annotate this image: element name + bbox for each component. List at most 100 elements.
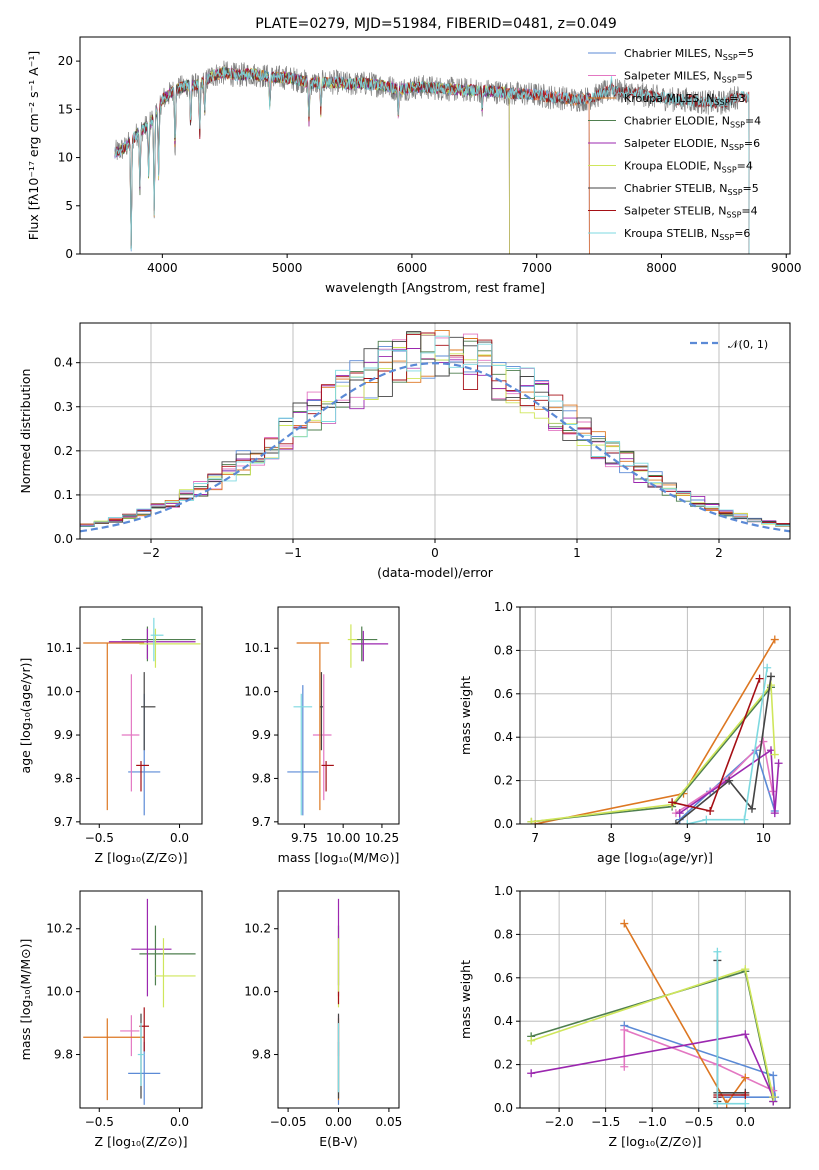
massweight-vs-age-xtick-label-2: 9	[684, 831, 692, 845]
legend-sub-salpeter-miles: SSP	[722, 76, 737, 85]
massweight-vs-Z-series-kroupa-miles-marker-0	[620, 919, 629, 928]
age-vs-mass-box	[277, 606, 400, 825]
normal-legend-label: 𝒩(0, 1)	[728, 338, 768, 351]
legend-entry-chabrier-stelib: Chabrier STELIB, NSSP=5	[624, 182, 759, 197]
age-vs-Z-xlabel: Z [log₁₀(Z/Z⊙)]	[95, 850, 188, 865]
legend-suffix-salpeter-miles: =5	[737, 70, 753, 83]
residuals-ytick-label-2: 0.2	[54, 444, 73, 458]
age-vs-Z-box	[79, 606, 203, 825]
residuals-ytick-label-1: 0.1	[54, 488, 73, 502]
mass-vs-Z-ylabel: mass [log₁₀(M/M⊙)]	[18, 939, 33, 1061]
legend-sub-chabrier-stelib: SSP	[728, 188, 743, 197]
massweight-vs-Z-xlabel: Z [log₁₀(Z/Z⊙)]	[609, 1134, 702, 1149]
massweight-vs-Z-series-kroupa-elodie-marker-2	[769, 1093, 778, 1102]
age-vs-Z-ytick-label-2: 9.9	[54, 728, 73, 742]
massweight-vs-age-series-kroupa-stelib-marker-2	[740, 815, 749, 824]
spectrum-ytick-label-2: 10	[58, 151, 73, 165]
age-vs-mass-frame: 9.75 10.00 10.25 9.7 9.8 9.9 10.0 10.1 mass [log…	[244, 606, 400, 865]
residuals-xtick-label-3: 1	[573, 546, 581, 560]
massweight-vs-age-series-chabrier-stelib-marker-0	[671, 820, 680, 824]
massweight-vs-Z-lines	[527, 919, 780, 1108]
spectrum-ytick-label-3: 15	[58, 102, 73, 116]
massweight-vs-age-series-chabrier-miles	[679, 748, 776, 821]
massweight-vs-age-xlabel: age [log₁₀(age/yr)]	[597, 850, 713, 865]
legend-suffix-kroupa-elodie: =4	[737, 160, 753, 173]
spectrum-xtick-label-0: 4000	[147, 261, 178, 275]
massweight-vs-age-ytick-label-5: 1.0	[494, 600, 513, 614]
massweight-vs-Z-series-kroupa-miles-marker-2	[741, 1073, 750, 1082]
massweight-vs-Z-series-kroupa-stelib-marker-1	[713, 1099, 722, 1108]
massweight-vs-age-series-salpeter-elodie	[679, 748, 780, 814]
legend-sub-chabrier-miles: SSP	[723, 53, 738, 62]
age-vs-Z-ytick-label-1: 9.8	[54, 771, 73, 785]
spectrum-model-kroupa-stelib	[114, 67, 750, 254]
mass-vs-ebv-ytick-label-1: 10.0	[244, 985, 271, 999]
massweight-vs-age-xtick-label-0: 7	[531, 831, 539, 845]
massweight-vs-age-frame: 7 8 9 10 0.0 0.2 0.4 0.6 0.8 1.0 age [log₁₀(age/yr…	[458, 600, 791, 865]
mass-vs-ebv-ytick-label-0: 9.8	[252, 1048, 271, 1062]
legend-sub-kroupa-stelib: SSP	[719, 233, 734, 242]
spectrum-ytick-label-1: 5	[65, 199, 73, 213]
mass-vs-ebv-xtick-label-2: 0.05	[376, 1115, 403, 1129]
residuals-frame: −2 −1 0 1 2 0.0 0.1 0.2 0.3 0.4 (data-model)/error…	[18, 322, 791, 580]
massweight-vs-Z-series-kroupa-miles	[623, 923, 746, 1106]
spectrum-xtick-label-5: 9000	[771, 261, 802, 275]
spectrum-xtick-label-1: 5000	[272, 261, 303, 275]
massweight-vs-age-series-salpeter-elodie-marker-0	[675, 809, 684, 818]
massweight-vs-age-xtick-label-3: 10	[756, 831, 771, 845]
legend-suffix-salpeter-stelib: =4	[741, 205, 757, 218]
massweight-vs-age-ytick-label-3: 0.6	[494, 687, 513, 701]
residuals-xtick-label-4: 2	[715, 546, 723, 560]
spectrum-ytick-label-0: 0	[65, 247, 73, 261]
massweight-vs-Z-series-chabrier-miles	[624, 1024, 776, 1098]
massweight-vs-age-series-kroupa-miles	[535, 639, 776, 824]
residuals-ytick-label-3: 0.3	[54, 400, 73, 414]
normal-curve	[80, 361, 790, 533]
legend-sub-salpeter-stelib: SSP	[726, 211, 741, 220]
mass-vs-Z-errorbars	[83, 898, 196, 1105]
massweight-vs-Z-xtick-label-3: −0.5	[684, 1115, 713, 1129]
massweight-vs-Z-series-salpeter-miles-marker-1	[620, 1025, 629, 1034]
legend-entry-salpeter-stelib: Salpeter STELIB, NSSP=4	[624, 205, 758, 220]
age-vs-mass-ytick-label-4: 10.1	[244, 641, 271, 655]
mass-vs-Z-xlabel: Z [log₁₀(Z/Z⊙)]	[95, 1134, 188, 1149]
massweight-vs-age-series-kroupa-elodie-marker-3	[770, 750, 779, 759]
massweight-vs-Z-ylabel: mass weight	[458, 960, 473, 1039]
residuals-xtick-label-0: −2	[142, 546, 160, 560]
legend-suffix-chabrier-miles: =5	[738, 47, 754, 60]
massweight-vs-age-box	[519, 606, 791, 825]
massweight-vs-age-series-kroupa-miles-marker-2	[770, 635, 779, 644]
massweight-vs-Z-series-kroupa-stelib-marker-2	[741, 1099, 750, 1108]
massweight-vs-age-series-salpeter-miles	[675, 739, 774, 814]
mass-vs-Z-frame: −0.5 0.0 9.8 10.0 10.2 Z [log₁₀(Z/Z⊙)] mass [l…	[18, 890, 203, 1149]
massweight-vs-Z-series-salpeter-stelib-marker-2	[741, 1090, 750, 1099]
age-vs-Z-xtick-label-0: −0.5	[85, 831, 114, 845]
massweight-vs-age-series-salpeter-stelib-marker-2	[755, 674, 764, 683]
massweight-vs-Z-xtick-label-0: −2.0	[545, 1115, 574, 1129]
mass-vs-ebv-ytick-label-2: 10.2	[244, 922, 271, 936]
mass-vs-Z-box	[79, 890, 203, 1109]
spectrum-xtick-label-3: 7000	[521, 261, 552, 275]
age-vs-Z-ytick-label-4: 10.1	[46, 641, 73, 655]
massweight-vs-age-series-kroupa-stelib-marker-0	[683, 820, 692, 824]
spectrum-ytick-label-4: 20	[58, 54, 73, 68]
legend-entry-chabrier-elodie: Chabrier ELODIE, NSSP=4	[624, 115, 761, 130]
age-vs-mass-ytick-label-1: 9.8	[252, 771, 271, 785]
legend-suffix-kroupa-stelib: =6	[734, 227, 750, 240]
massweight-vs-Z-series-salpeter-elodie-marker-1	[741, 1030, 750, 1039]
mass-vs-ebv-frame: −0.05 0.00 0.05 9.8 10.0 10.2 E(B-V)	[244, 890, 403, 1149]
age-vs-mass-errorbars	[287, 624, 389, 816]
residuals-ytick-label-4: 0.4	[54, 356, 73, 370]
massweight-vs-age-ytick-label-2: 0.4	[494, 730, 513, 744]
age-vs-Z-xtick-label-1: 0.0	[170, 831, 189, 845]
massweight-vs-Z-series-chabrier-miles-marker-1	[769, 1071, 778, 1080]
massweight-vs-age-ytick-label-0: 0.0	[494, 817, 513, 831]
residual-legend: 𝒩(0, 1)	[690, 338, 768, 351]
age-vs-Z-errorbars	[83, 617, 201, 816]
massweight-vs-Z-frame: −2.0 −1.5 −1.0 −0.5 0.0 0.0 0.2 0.4 0.6 0.8 1.0 Z […	[458, 884, 791, 1149]
residual-histograms	[80, 329, 790, 533]
massweight-vs-Z-ytick-label-0: 0.0	[494, 1101, 513, 1115]
age-vs-mass-xtick-label-1: 10.00	[326, 831, 360, 845]
massweight-vs-age-ytick-label-4: 0.8	[494, 643, 513, 657]
massweight-vs-age-series-chabrier-stelib-marker-1	[725, 776, 734, 785]
